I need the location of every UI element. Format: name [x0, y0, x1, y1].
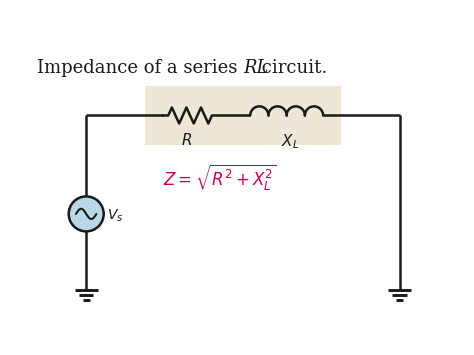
Text: $V_s$: $V_s$: [107, 208, 123, 224]
Text: circuit.: circuit.: [255, 59, 327, 77]
Text: $X_L$: $X_L$: [281, 132, 300, 151]
Bar: [145, 86, 341, 144]
Text: $R$: $R$: [181, 132, 192, 148]
Text: Impedance of a series: Impedance of a series: [37, 59, 243, 77]
Text: RL: RL: [243, 59, 268, 77]
Circle shape: [69, 196, 104, 231]
Text: $Z = \sqrt{R^2 + X_L^2}$: $Z = \sqrt{R^2 + X_L^2}$: [163, 162, 277, 193]
